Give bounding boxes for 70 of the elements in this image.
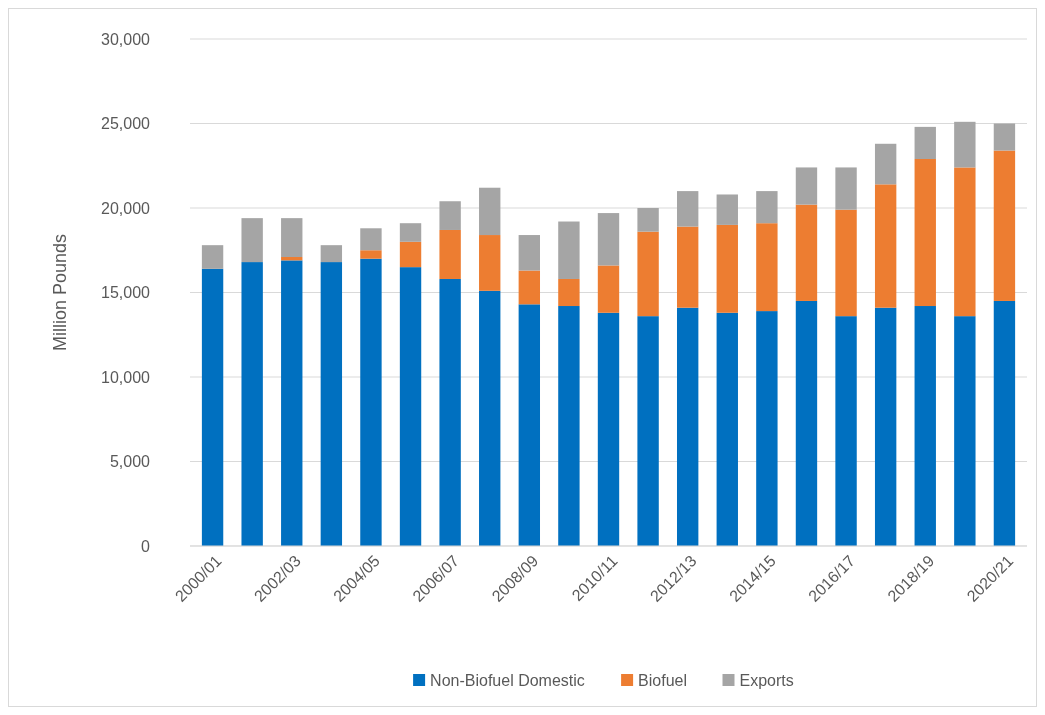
bar bbox=[756, 311, 778, 546]
bar bbox=[954, 316, 976, 546]
bar bbox=[835, 209, 857, 317]
bar bbox=[241, 262, 263, 546]
bar bbox=[439, 229, 461, 279]
bar bbox=[597, 312, 620, 546]
bar bbox=[835, 316, 857, 546]
bar bbox=[677, 226, 699, 308]
bar bbox=[954, 121, 976, 168]
bar bbox=[360, 228, 382, 251]
bar bbox=[597, 213, 620, 266]
y-tick-label: 5,000 bbox=[109, 453, 151, 471]
bar bbox=[281, 218, 303, 258]
y-tick-label: 0 bbox=[141, 537, 151, 555]
legend-label: Non-Biofuel Domestic bbox=[430, 671, 585, 689]
y-tick-label: 30,000 bbox=[101, 30, 151, 48]
bar bbox=[320, 245, 343, 263]
bar bbox=[637, 316, 659, 546]
bar bbox=[993, 150, 1016, 301]
bar bbox=[479, 290, 501, 546]
bar bbox=[756, 223, 778, 312]
bar bbox=[241, 218, 263, 263]
bar bbox=[558, 306, 580, 546]
bar bbox=[716, 224, 738, 313]
bar bbox=[479, 187, 501, 236]
bar bbox=[558, 221, 580, 279]
bar bbox=[281, 260, 303, 546]
bar bbox=[914, 158, 936, 307]
bar bbox=[201, 268, 224, 546]
bar bbox=[914, 306, 936, 546]
bar bbox=[201, 245, 224, 269]
bar bbox=[518, 270, 540, 305]
bar bbox=[874, 307, 897, 546]
bar bbox=[518, 235, 540, 271]
bar bbox=[993, 123, 1016, 151]
bar bbox=[399, 267, 422, 546]
bar bbox=[716, 194, 738, 225]
bar bbox=[637, 208, 659, 232]
bar bbox=[874, 143, 897, 185]
bar bbox=[439, 278, 461, 546]
bar bbox=[795, 300, 818, 546]
bar bbox=[597, 265, 620, 313]
bar bbox=[439, 201, 461, 230]
bar bbox=[795, 167, 818, 205]
y-tick-label: 20,000 bbox=[101, 199, 151, 217]
bar bbox=[874, 184, 897, 308]
bar bbox=[320, 262, 343, 546]
bar bbox=[795, 204, 818, 301]
bar bbox=[677, 191, 699, 227]
bar bbox=[637, 231, 659, 317]
bar bbox=[914, 126, 936, 159]
bar bbox=[835, 167, 857, 210]
legend-label: Exports bbox=[739, 671, 794, 689]
bar bbox=[360, 258, 382, 546]
y-tick-label: 15,000 bbox=[101, 284, 151, 302]
bar bbox=[518, 304, 540, 546]
bar bbox=[677, 307, 699, 546]
bar bbox=[399, 241, 422, 268]
bar bbox=[360, 250, 382, 259]
y-axis-title: Million Pounds bbox=[50, 233, 70, 352]
bar bbox=[993, 300, 1016, 546]
bar bbox=[756, 191, 778, 224]
bar bbox=[558, 278, 580, 307]
legend-label: Biofuel bbox=[638, 671, 688, 689]
y-tick-label: 25,000 bbox=[101, 115, 151, 133]
y-tick-label: 10,000 bbox=[101, 368, 151, 386]
bar bbox=[399, 223, 422, 242]
bar bbox=[479, 235, 501, 291]
bar bbox=[954, 167, 976, 317]
bar bbox=[716, 312, 738, 546]
